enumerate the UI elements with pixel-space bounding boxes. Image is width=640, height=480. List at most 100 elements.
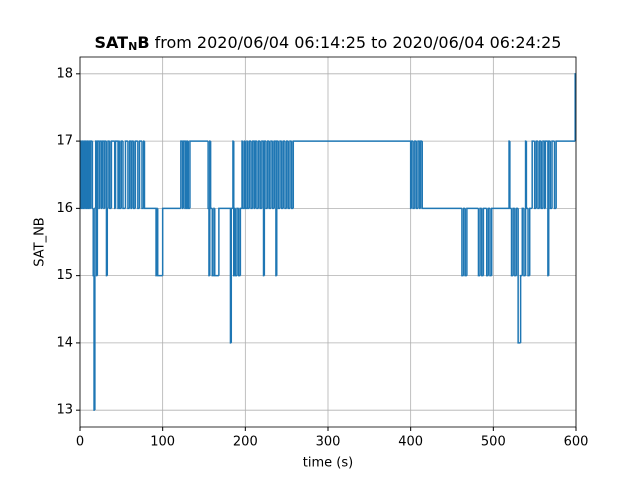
step-segment [156, 208, 163, 277]
chart-title: SATNB from 2020/06/04 06:14:25 to 2020/0… [95, 33, 562, 54]
step-segment [218, 207, 231, 276]
step-segment [91, 141, 94, 210]
step-segment [100, 141, 103, 210]
step-segment [280, 141, 284, 210]
step-segment [185, 141, 188, 210]
step-segment [549, 141, 553, 210]
step-segment [421, 141, 462, 210]
x-tick-label: 300 [316, 435, 341, 450]
step-segment [253, 141, 256, 210]
step-segment [141, 141, 144, 210]
step-segment [412, 141, 415, 210]
step-segment [268, 141, 271, 210]
step-segment [127, 141, 130, 210]
step-segment [161, 207, 181, 276]
step-segment [284, 141, 287, 210]
step-segment [118, 141, 122, 210]
y-tick-label: 16 [56, 201, 73, 216]
step-segment [137, 141, 140, 210]
step-segment [207, 141, 209, 210]
step-segment [256, 141, 259, 210]
step-segment [122, 141, 126, 210]
x-tick-label: 400 [398, 435, 423, 450]
step-segment [82, 141, 85, 210]
step-segment [409, 141, 412, 210]
step-segment [490, 207, 510, 276]
step-segment [187, 141, 190, 210]
step-segment [244, 141, 247, 210]
step-segment [553, 141, 557, 210]
step-segment [239, 207, 243, 276]
step-segment [113, 141, 116, 210]
step-segment [277, 141, 281, 210]
step-segment [517, 208, 521, 344]
step-segment [85, 141, 88, 210]
x-tick-label: 100 [150, 435, 175, 450]
y-tick-label: 15 [56, 268, 73, 283]
step-segment [287, 141, 290, 210]
step-segment [544, 140, 548, 209]
x-tick-label: 600 [564, 435, 589, 450]
step-segment [540, 141, 543, 210]
y-tick-label: 17 [56, 134, 73, 149]
step-segment [537, 141, 540, 210]
x-axis-label: time (s) [303, 456, 353, 471]
step-segment [213, 208, 219, 277]
plot-frame [79, 56, 577, 428]
step-segment [543, 141, 546, 210]
step-segment [117, 141, 119, 210]
step-segment [106, 207, 109, 276]
step-segment [271, 141, 275, 210]
step-segment [466, 207, 479, 276]
step-segment [103, 141, 105, 210]
step-segment [94, 207, 96, 411]
title-part: N [128, 40, 137, 53]
step-segment [265, 141, 268, 210]
x-tick-label: 0 [76, 435, 84, 450]
title-part: B [137, 33, 149, 52]
step-segment [555, 140, 576, 209]
title-part: SAT [95, 33, 129, 52]
step-segment [419, 141, 421, 210]
step-segment [93, 275, 95, 411]
title-part: from 2020/06/04 06:14:25 to 2020/06/04 0… [150, 33, 562, 52]
step-segment [189, 140, 209, 209]
step-segment [533, 141, 537, 210]
step-segment [415, 141, 419, 210]
step-segment [247, 141, 250, 210]
step-segment [230, 207, 233, 343]
step-segment [134, 140, 138, 209]
x-tick-label: 200 [233, 435, 258, 450]
y-tick-label: 13 [56, 403, 73, 418]
step-segment [138, 140, 142, 209]
step-segment [250, 141, 253, 210]
step-segment [132, 141, 136, 210]
step-segment [143, 141, 157, 210]
step-segment [89, 141, 91, 210]
step-segment [92, 208, 95, 277]
step-segment [551, 140, 555, 209]
step-segment [80, 141, 83, 210]
y-tick-label: 18 [56, 66, 73, 81]
step-segment [87, 141, 90, 210]
y-tick-label: 14 [56, 335, 73, 350]
step-segment [114, 140, 119, 209]
step-segment [482, 207, 487, 276]
step-segment [181, 141, 184, 210]
step-segment [531, 140, 535, 209]
step-segment [109, 141, 112, 210]
step-segment [184, 141, 186, 210]
step-segment [98, 141, 100, 210]
step-segment [110, 140, 115, 209]
step-segment [242, 141, 245, 210]
step-segment [259, 141, 262, 210]
y-axis-label: SAT_NB [33, 217, 48, 266]
step-segment [124, 140, 128, 209]
step-segment [290, 141, 294, 210]
step-segment [130, 141, 133, 210]
step-segment [528, 207, 533, 276]
step-segment [84, 141, 86, 210]
x-tick-label: 500 [481, 435, 506, 450]
